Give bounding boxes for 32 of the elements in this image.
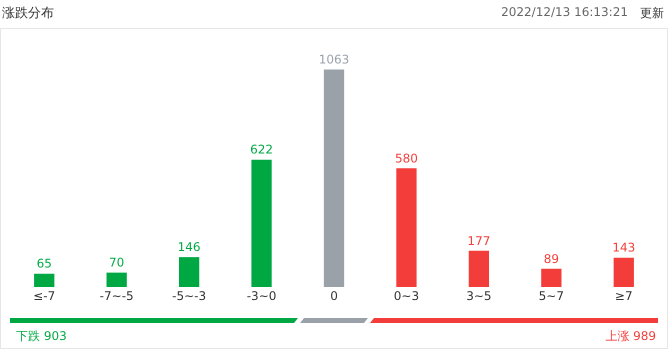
bar <box>614 258 634 287</box>
x-tick-label: 0~3 <box>394 289 420 303</box>
data-label: 177 <box>467 234 490 248</box>
bar <box>324 69 344 287</box>
bar <box>541 268 562 287</box>
bar <box>178 257 200 287</box>
data-label: 622 <box>250 142 274 157</box>
data-label: 1063 <box>318 52 350 66</box>
data-label: 146 <box>178 240 201 254</box>
x-tick-label: 5~7 <box>538 289 564 303</box>
x-tick-label: 3~5 <box>466 289 492 303</box>
x-tick-label: -7~-5 <box>100 289 134 303</box>
data-label: 65 <box>36 256 52 271</box>
x-tick-label: ≤-7 <box>33 289 56 303</box>
text: 下跌 903 <box>16 328 67 345</box>
bar <box>468 250 490 287</box>
x-tick-label: -5~-3 <box>172 289 206 303</box>
text: 2022/12/13 16:13:21 <box>501 5 628 19</box>
bar <box>106 272 127 287</box>
x-tick-label: 0 <box>330 289 338 303</box>
data-label: 70 <box>109 256 124 270</box>
data-label: 89 <box>544 252 559 266</box>
text: 更新 <box>640 5 664 22</box>
bar <box>251 160 272 287</box>
chart-title: 涨跌分布 <box>2 5 54 22</box>
bar <box>34 274 54 287</box>
bar <box>396 168 417 287</box>
x-tick-label: -3~0 <box>246 289 276 303</box>
x-tick-label: ≥7 <box>614 289 633 303</box>
data-label: 580 <box>394 151 418 166</box>
data-label: 143 <box>612 240 636 255</box>
text: 上涨 989 <box>605 328 656 345</box>
